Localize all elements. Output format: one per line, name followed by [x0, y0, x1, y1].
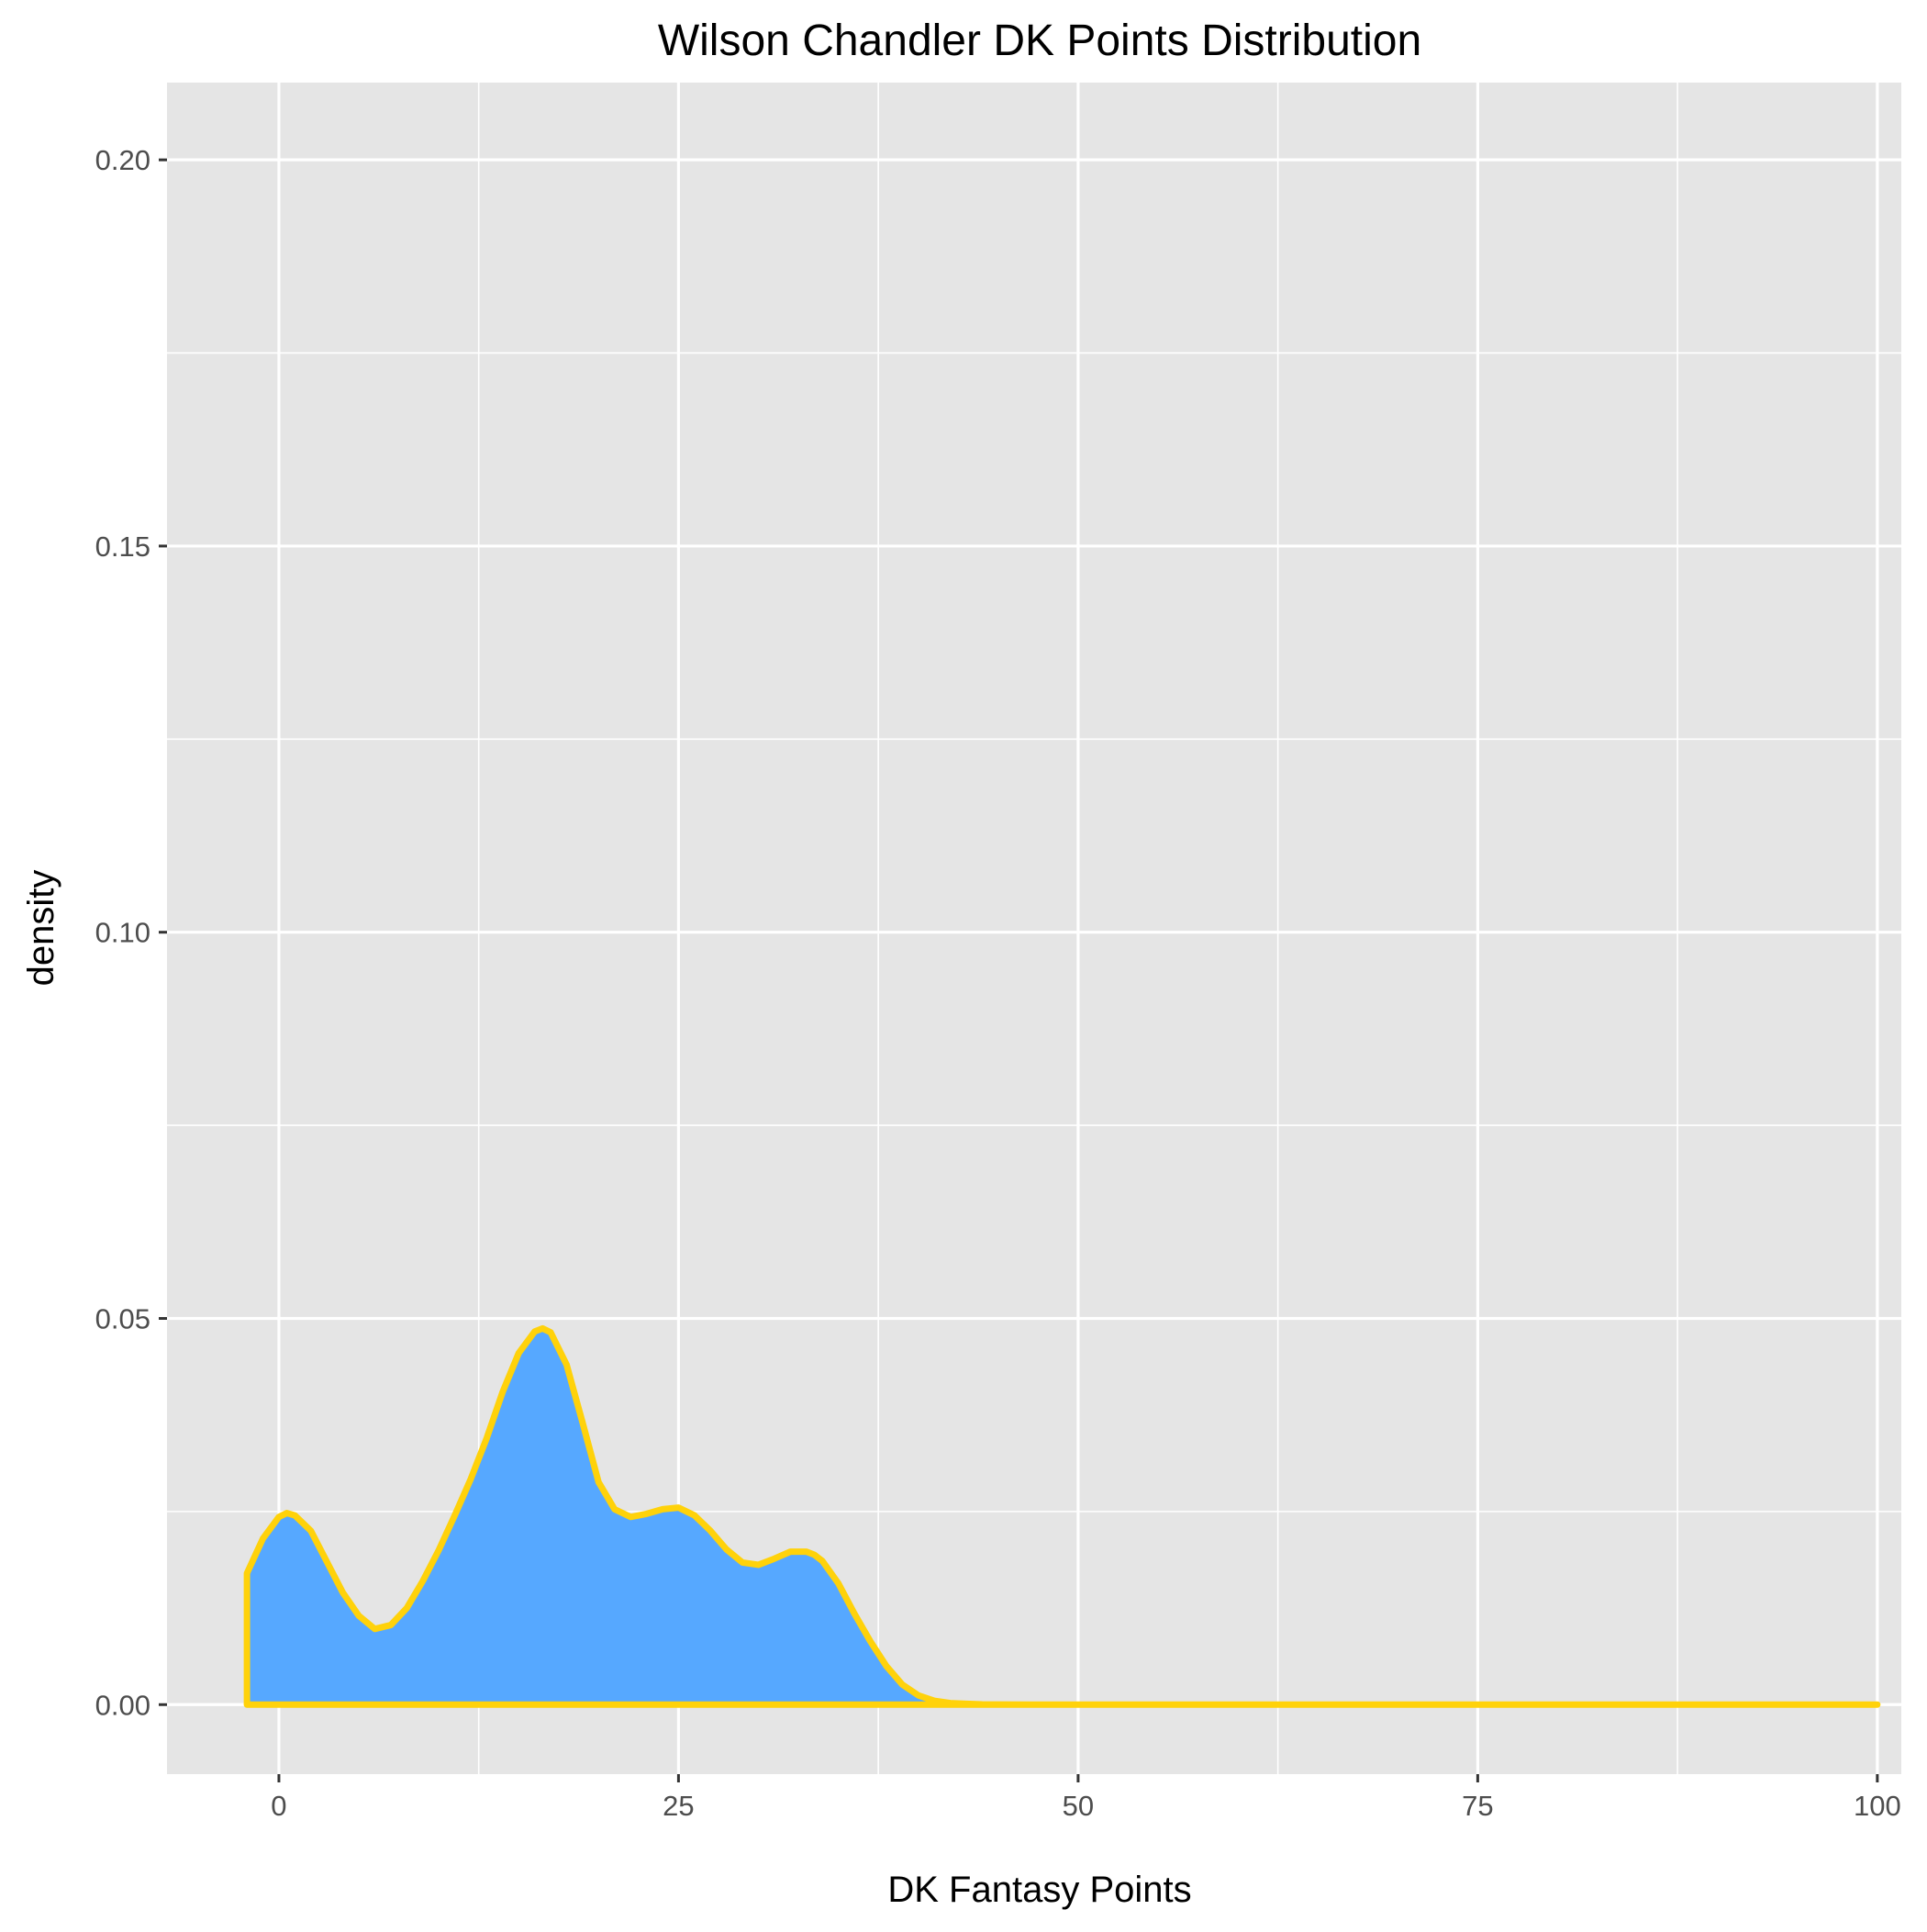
- y-tick-label: 0.05: [95, 1302, 150, 1335]
- y-tick-label: 0.20: [95, 144, 150, 176]
- x-tick-label: 100: [1854, 1790, 1901, 1822]
- x-tick-label: 50: [1063, 1790, 1094, 1822]
- series-layer: [243, 1324, 1881, 1708]
- density-area: [243, 1324, 1881, 1708]
- chart-title: Wilson Chandler DK Points Distribution: [658, 17, 1421, 65]
- y-axis-title: density: [21, 870, 61, 987]
- y-axis: 0.00 0.05 0.10 0.15 0.20: [95, 144, 167, 1721]
- plot-panel: [167, 83, 1901, 1774]
- x-tick-label: 0: [271, 1790, 286, 1822]
- y-tick-label: 0.00: [95, 1689, 150, 1721]
- y-tick-label: 0.15: [95, 530, 150, 563]
- x-axis: 0 25 50 75 100: [271, 1774, 1901, 1822]
- x-tick-label: 25: [663, 1790, 694, 1822]
- y-tick-label: 0.10: [95, 917, 150, 949]
- x-tick-label: 75: [1462, 1790, 1493, 1822]
- x-axis-title: DK Fantasy Points: [887, 1870, 1191, 1910]
- minor-grid: [167, 83, 1901, 1774]
